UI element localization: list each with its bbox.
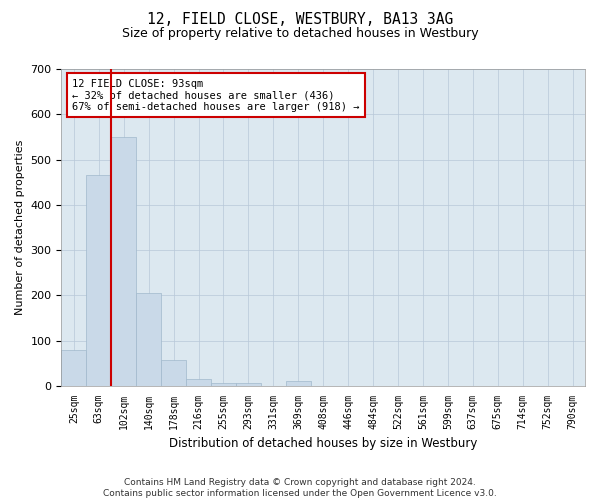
- Bar: [236, 382, 261, 386]
- Y-axis label: Number of detached properties: Number of detached properties: [15, 140, 25, 315]
- Bar: [136, 293, 161, 386]
- Bar: [211, 382, 236, 386]
- Text: 12, FIELD CLOSE, WESTBURY, BA13 3AG: 12, FIELD CLOSE, WESTBURY, BA13 3AG: [147, 12, 453, 28]
- Text: Contains HM Land Registry data © Crown copyright and database right 2024.
Contai: Contains HM Land Registry data © Crown c…: [103, 478, 497, 498]
- Bar: [111, 137, 136, 386]
- Bar: [161, 360, 186, 386]
- Text: Size of property relative to detached houses in Westbury: Size of property relative to detached ho…: [122, 28, 478, 40]
- X-axis label: Distribution of detached houses by size in Westbury: Distribution of detached houses by size …: [169, 437, 478, 450]
- Bar: [86, 176, 111, 386]
- Bar: [286, 382, 311, 386]
- Bar: [61, 350, 86, 386]
- Text: 12 FIELD CLOSE: 93sqm
← 32% of detached houses are smaller (436)
67% of semi-det: 12 FIELD CLOSE: 93sqm ← 32% of detached …: [72, 78, 359, 112]
- Bar: [186, 379, 211, 386]
